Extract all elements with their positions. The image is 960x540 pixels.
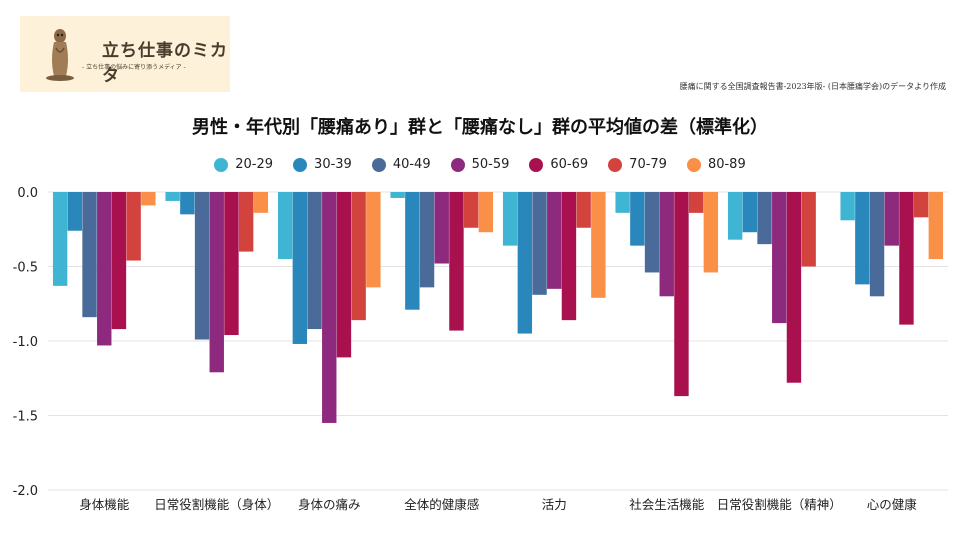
bar-40-49-6 [757,192,772,245]
x-tick-label: 日常役割機能（身体） [154,497,279,512]
bar-20-29-2 [277,192,293,260]
bar-30-39-3 [405,192,420,310]
bar-30-39-4 [517,192,533,334]
bar-40-49-7 [869,192,885,297]
bar-70-79-1 [238,192,254,252]
y-tick-label: -0.5 [13,261,38,276]
legend: 20-29 30-39 40-49 50-59 60-69 70-79 80-89 [0,157,960,172]
bar-70-79-4 [576,192,591,228]
bar-30-39-5 [630,192,645,246]
y-tick-label: 0.0 [17,186,38,201]
bar-60-69-6 [786,192,802,383]
bar-70-79-3 [463,192,479,228]
logo-banner: 立ち仕事のミカタ - 立ち仕事の悩みに寄り添うメディア - [20,16,230,92]
bar-30-39-2 [292,192,308,344]
bar-80-89-4 [591,192,606,298]
bar-70-79-7 [913,192,929,218]
y-tick-label: -2.0 [13,484,38,499]
bar-30-39-7 [855,192,870,285]
logo-subtitle: - 立ち仕事の悩みに寄り添うメディア - [82,64,186,71]
bar-70-79-5 [688,192,704,213]
bar-60-69-3 [449,192,464,331]
bar-50-59-7 [884,192,899,246]
legend-dot [608,157,623,172]
legend-item-20-29[interactable]: 20-29 [214,157,273,172]
bar-40-49-4 [532,192,547,295]
bar-70-79-2 [351,192,366,321]
bar-30-39-0 [67,192,83,231]
bar-50-59-4 [547,192,562,289]
bar-60-69-1 [224,192,239,336]
bar-20-29-3 [390,192,405,198]
bar-80-89-0 [141,192,156,206]
bar-40-49-1 [194,192,210,340]
legend-label: 80-89 [707,157,746,172]
bar-40-49-5 [644,192,660,273]
bar-50-59-1 [209,192,224,373]
bar-50-59-3 [434,192,449,264]
legend-item-30-39[interactable]: 30-39 [293,157,352,172]
x-tick-label: 心の健康 [867,497,918,512]
bar-50-59-5 [659,192,674,297]
bar-60-69-0 [111,192,127,330]
x-tick-label: 活力 [542,497,567,512]
legend-dot [371,157,386,172]
bar-30-39-6 [742,192,758,233]
x-tick-label: 全体的健康感 [404,497,479,512]
bar-20-29-5 [615,192,630,213]
legend-dot [450,157,465,172]
logo-title: 立ち仕事のミカタ [102,41,228,86]
meerkat-icon [46,29,74,81]
bar-80-89-3 [478,192,494,233]
bar-60-69-5 [674,192,689,397]
bar-20-29-6 [727,192,743,240]
legend-item-50-59[interactable]: 50-59 [450,157,510,172]
chart-title: 男性・年代別「腰痛あり」群と「腰痛なし」群の平均値の差（標準化） [192,117,768,138]
bar-60-69-2 [336,192,352,358]
bar-20-29-7 [840,192,855,221]
bar-20-29-4 [502,192,518,246]
x-tick-label: 日常役割機能（精神） [717,497,842,512]
bar-50-59-0 [97,192,112,346]
source-note: 腰痛に関する全国調査報告書-2023年版- (日本腰痛学会)のデータより作成 [679,82,946,91]
legend-label: 60-69 [550,157,589,172]
bar-40-49-2 [307,192,322,330]
bar-80-89-5 [703,192,719,273]
legend-item-70-79[interactable]: 70-79 [608,157,667,172]
legend-dot [686,157,701,172]
bar-50-59-2 [322,192,337,423]
y-tick-label: -1.5 [13,410,38,425]
bar-70-79-0 [126,192,141,261]
legend-item-40-49[interactable]: 40-49 [371,157,431,172]
bar-70-79-6 [801,192,816,267]
bar-60-69-4 [561,192,577,321]
x-tick-label: 社会生活機能 [629,497,705,512]
legend-label: 50-59 [471,157,510,172]
legend-dot [293,157,308,172]
bar-40-49-0 [82,192,97,318]
legend-dot [529,157,544,172]
legend-label: 40-49 [392,157,431,172]
legend-item-80-89[interactable]: 80-89 [686,157,746,172]
x-tick-label: 身体の痛み [298,497,361,512]
bar-80-89-7 [928,192,944,260]
bar-50-59-6 [772,192,787,324]
y-tick-label: -1.0 [13,335,38,350]
bar-30-39-1 [180,192,195,215]
x-tick-label: 身体機能 [79,497,130,512]
legend-dot [214,157,229,172]
legend-label: 70-79 [629,157,667,172]
bar-80-89-2 [366,192,381,288]
bar-80-89-1 [253,192,269,213]
legend-item-60-69[interactable]: 60-69 [529,157,588,172]
bar-60-69-7 [899,192,914,325]
legend-label: 30-39 [314,157,352,172]
bar-20-29-1 [165,192,180,201]
bar-20-29-0 [52,192,68,286]
legend-label: 20-29 [235,157,274,172]
bar-40-49-3 [419,192,435,288]
